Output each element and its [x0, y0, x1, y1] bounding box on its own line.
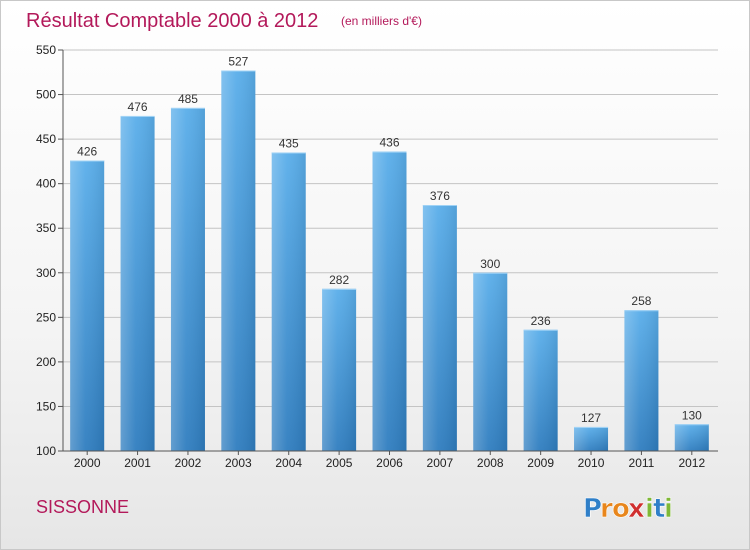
x-tick-label: 2010: [578, 456, 605, 470]
x-tick-label: 2005: [326, 456, 353, 470]
x-tick-label: 2002: [175, 456, 202, 470]
data-label: 485: [178, 92, 198, 106]
logo-letter: x: [628, 494, 645, 524]
x-tick-label: 2006: [376, 456, 403, 470]
y-axis-ticks: 100 150 200 250 300 350 400 450 500 550: [36, 43, 63, 458]
y-tick-label: 250: [36, 310, 56, 324]
logo-letter: r: [600, 494, 613, 524]
bar-shine: [372, 151, 407, 451]
x-tick-label: 2011: [629, 456, 655, 470]
x-tick-label: 2001: [124, 456, 151, 470]
x-tick-label: 2012: [678, 456, 705, 470]
x-tick-label: 2000: [74, 456, 101, 470]
bar-shine: [523, 329, 558, 451]
y-tick-label: 200: [36, 355, 56, 369]
x-tick-label: 2009: [527, 456, 554, 470]
x-tick-label: 2008: [477, 456, 504, 470]
bars: [70, 70, 709, 452]
bar-shine: [473, 272, 508, 451]
x-tick-label: 2003: [225, 456, 252, 470]
bar-shine: [120, 115, 155, 451]
data-label: 436: [379, 136, 399, 150]
data-label: 258: [631, 294, 651, 308]
data-label: 376: [430, 189, 450, 203]
bar-shine: [70, 160, 105, 451]
logo-letter: o: [612, 494, 630, 524]
bar-shine: [574, 426, 609, 451]
x-tick-label: 2004: [275, 456, 302, 470]
commune-name: SISSONNE: [36, 497, 129, 517]
bar-shine: [674, 424, 709, 451]
bar-shine: [271, 152, 306, 451]
y-tick-label: 150: [36, 399, 56, 413]
data-labels: 426 476 485 527 435 282 436 376 300 236 127 258 130: [77, 54, 702, 424]
y-tick-label: 400: [36, 177, 56, 191]
logo-letter: P: [583, 494, 602, 524]
chart-subtitle: (en milliers d'€): [341, 14, 422, 28]
bar-shine: [624, 310, 659, 451]
data-label: 435: [279, 136, 299, 150]
bar-shine: [221, 70, 256, 452]
y-tick-label: 300: [36, 266, 56, 280]
proxiti-logo: Pr ox i ti: [583, 494, 674, 525]
bar-shine: [422, 205, 457, 451]
data-label: 300: [480, 257, 500, 271]
data-label: 476: [128, 100, 148, 114]
x-axis-ticks: 2000 2001 2002 2003 2004 2005 2006 2007 2008 2009…: [74, 451, 705, 470]
x-tick-label: 2007: [427, 456, 454, 470]
y-tick-label: 100: [36, 444, 56, 458]
data-label: 127: [581, 411, 601, 425]
data-label: 527: [228, 54, 248, 68]
bar-shine: [322, 288, 357, 451]
logo-letter: i: [645, 494, 654, 524]
bar-shine: [170, 107, 205, 451]
y-tick-label: 350: [36, 221, 56, 235]
y-tick-label: 450: [36, 132, 56, 146]
logo-letter: i: [664, 494, 673, 524]
chart-title: Résultat Comptable 2000 à 2012: [26, 10, 318, 32]
y-tick-label: 500: [36, 88, 56, 102]
data-label: 130: [682, 408, 702, 422]
data-label: 426: [77, 144, 97, 158]
data-label: 282: [329, 273, 349, 287]
logo-letter: t: [653, 494, 665, 524]
y-tick-label: 550: [36, 43, 56, 57]
data-label: 236: [531, 314, 551, 328]
